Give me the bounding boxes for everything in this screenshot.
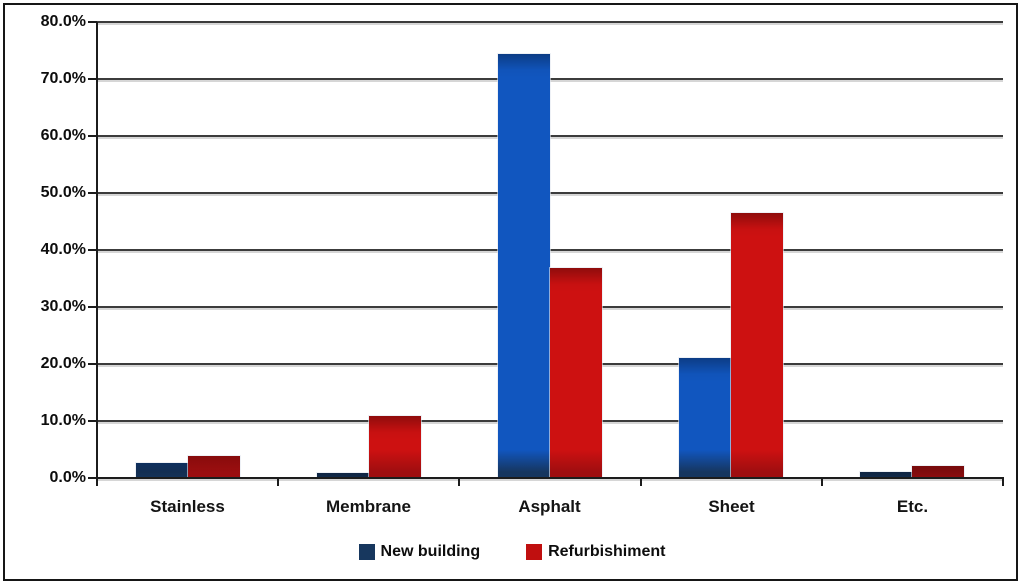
y-axis-tick bbox=[88, 135, 97, 137]
bar-new-building-etc bbox=[860, 472, 912, 478]
y-axis-tick bbox=[88, 306, 97, 308]
x-axis-label-asphalt: Asphalt bbox=[518, 497, 581, 516]
x-axis-line bbox=[96, 477, 1004, 479]
x-axis-tick bbox=[1002, 478, 1004, 486]
x-axis-tick bbox=[458, 478, 460, 486]
y-axis-label: 40.0% bbox=[40, 241, 86, 258]
x-axis-label-sheet: Sheet bbox=[708, 497, 755, 516]
gridline bbox=[97, 135, 1003, 137]
bar-new-building-sheet bbox=[679, 358, 731, 478]
bar-refurbishiment-asphalt bbox=[550, 268, 602, 478]
x-axis-tick bbox=[277, 478, 279, 486]
x-axis-label-etc: Etc. bbox=[896, 497, 929, 516]
y-axis-tick bbox=[88, 363, 97, 365]
bar-refurbishiment-stainless bbox=[188, 456, 240, 478]
x-axis-tick bbox=[96, 478, 98, 486]
y-axis-tick bbox=[88, 78, 97, 80]
bar-new-building-asphalt bbox=[498, 54, 550, 478]
bar-refurbishiment-membrane bbox=[369, 416, 421, 478]
y-axis-tick bbox=[88, 420, 97, 422]
y-axis-tick bbox=[88, 249, 97, 251]
x-axis-tick bbox=[640, 478, 642, 486]
bar-refurbishiment-sheet bbox=[731, 213, 783, 478]
y-axis-label: 80.0% bbox=[40, 13, 86, 30]
x-axis-tick bbox=[821, 478, 823, 486]
y-axis-tick bbox=[88, 192, 97, 194]
x-axis-label-membrane: Membrane bbox=[325, 497, 412, 516]
y-axis-label: 20.0% bbox=[40, 355, 86, 372]
legend-label-new-building: New building bbox=[380, 543, 481, 560]
legend-item-new-building: New building bbox=[358, 543, 481, 561]
y-axis-label: 50.0% bbox=[40, 184, 86, 201]
y-axis-tick bbox=[88, 477, 97, 479]
gridline bbox=[97, 192, 1003, 194]
bar-new-building-stainless bbox=[136, 463, 188, 478]
y-axis-line bbox=[96, 22, 98, 480]
y-axis-label: 60.0% bbox=[40, 127, 86, 144]
gridline bbox=[97, 78, 1003, 80]
y-axis-label: 0.0% bbox=[49, 469, 86, 486]
bar-refurbishiment-etc bbox=[912, 466, 964, 478]
y-axis-label: 30.0% bbox=[40, 298, 86, 315]
y-axis-tick bbox=[88, 21, 97, 23]
gridline bbox=[97, 249, 1003, 251]
legend-swatch-new-building bbox=[358, 544, 375, 560]
y-axis-label: 70.0% bbox=[40, 70, 86, 87]
legend-item-refurbishiment: Refurbishiment bbox=[526, 543, 665, 561]
bar-new-building-membrane bbox=[317, 473, 369, 478]
y-axis-label: 10.0% bbox=[40, 412, 86, 429]
gridline bbox=[97, 21, 1003, 23]
legend-label-refurbishiment: Refurbishiment bbox=[548, 543, 666, 560]
legend-swatch-refurbishiment bbox=[526, 544, 543, 560]
legend: New building Refurbishiment bbox=[0, 543, 1024, 561]
x-axis-label-stainless: Stainless bbox=[150, 497, 225, 516]
